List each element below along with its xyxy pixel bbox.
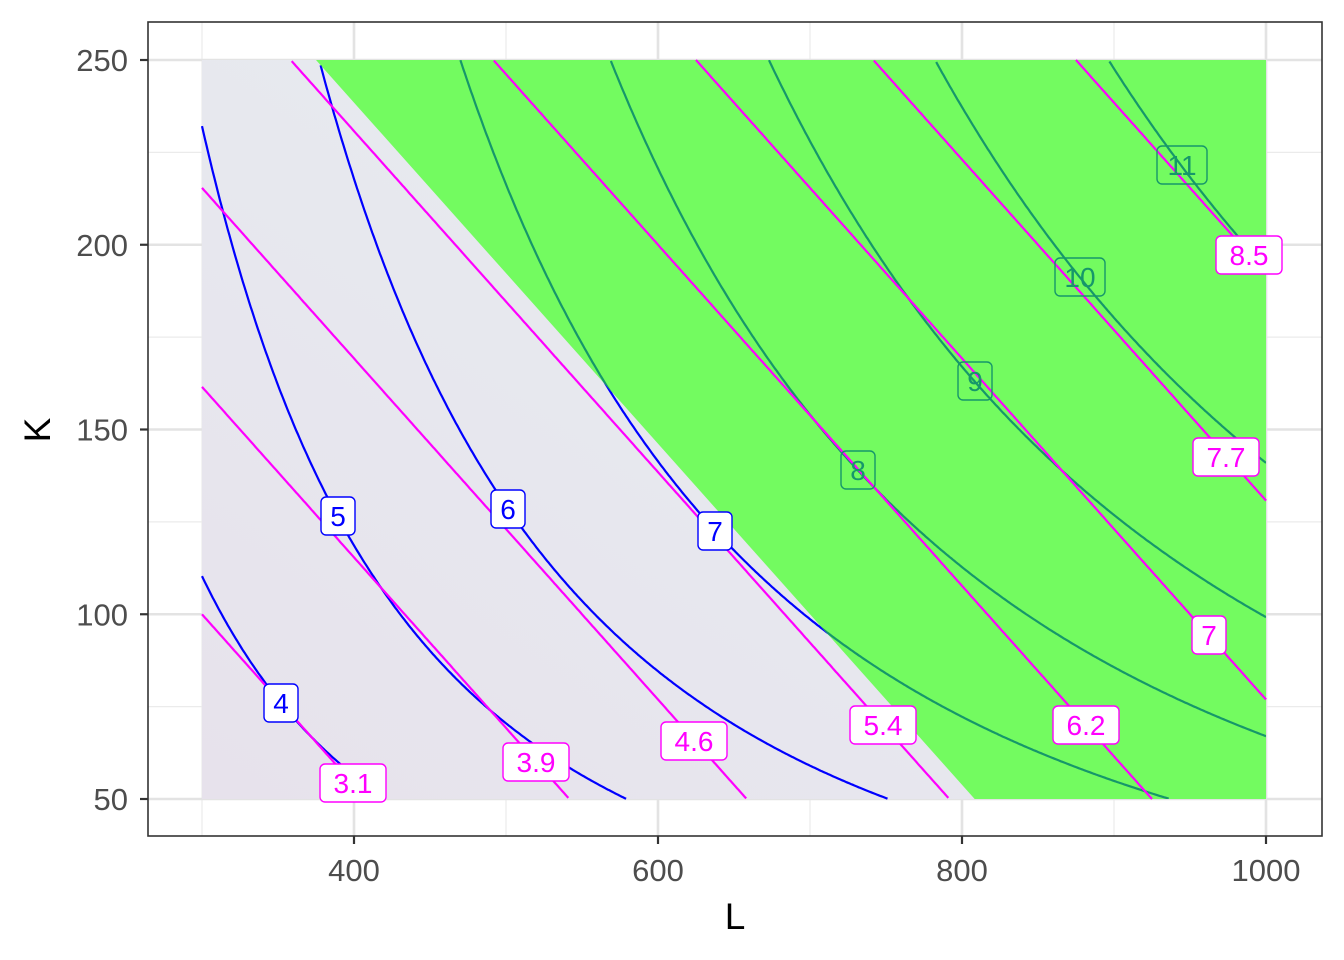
isoquant-label-6-box [490, 489, 526, 529]
cost-label-7.7-text: 7.7 [1207, 442, 1246, 473]
y-axis-title: K [17, 417, 58, 442]
isoquant-label-5-box [320, 496, 356, 536]
y-tick-label: 100 [76, 597, 128, 632]
cost-label-3.9-box [502, 742, 570, 782]
cost-label-5.4-box [849, 705, 917, 745]
cost-label-4.6-box [660, 721, 728, 761]
cost-label-3.9: 3.9 [502, 742, 570, 782]
x-tick-label: 400 [328, 853, 380, 888]
isoquant-label-4-text: 4 [273, 688, 289, 719]
isoquant-label-7-box [697, 511, 733, 551]
x-axis-title: L [725, 896, 746, 937]
isoquant-line-9-shaded [768, 60, 1266, 619]
cost-label-7-box [1191, 615, 1227, 655]
isoquant-label-4: 4 [263, 683, 299, 723]
axes: 400 600 800 1000 50 100 150 200 250 [76, 43, 1300, 888]
cost-label-8.5-box [1215, 235, 1283, 275]
y-tick-label: 200 [76, 228, 128, 263]
isoquant-label-6-text: 6 [500, 494, 516, 525]
x-tick-label: 1000 [1232, 853, 1301, 888]
isoquant-line-8-shaded [609, 60, 1266, 738]
isoquant-label-7-text: 7 [707, 516, 723, 547]
cost-label-8.5-text: 8.5 [1230, 240, 1269, 271]
isoquant-label-9-text: 9 [967, 366, 983, 397]
isoquant-label-7: 7 [697, 511, 733, 551]
y-tick-label: 150 [76, 413, 128, 448]
isoquant-label-6: 6 [490, 489, 526, 529]
cost-label-7.7-box [1192, 437, 1260, 477]
isoquant-label-5: 5 [320, 496, 356, 536]
cost-label-3.1-text: 3.1 [334, 768, 373, 799]
contour-labels: 4 5 6 7 8 9 10 11 3.1 3.9 4.6 5.4 6.2 7 7.7 8.5 [263, 145, 1283, 803]
isoquant-label-5-text: 5 [330, 501, 346, 532]
contour-lines [200, 59, 1267, 800]
cost-label-6.2-box [1052, 705, 1120, 745]
cost-label-4.6-text: 4.6 [675, 726, 714, 757]
cost-line-3.9 [201, 386, 570, 799]
isoquant-label-11-box [1156, 145, 1208, 185]
x-tick-label: 600 [632, 853, 684, 888]
cost-line-7 [695, 59, 1267, 701]
isoquant-label-10: 10 [1054, 257, 1106, 297]
cost-label-3.9-text: 3.9 [517, 747, 556, 778]
cost-line-7.7 [872, 59, 1267, 502]
isoquant-label-8: 8 [840, 450, 876, 490]
cost-label-7.7: 7.7 [1192, 437, 1260, 477]
cost-label-4.6: 4.6 [660, 721, 728, 761]
cost-line-6.2 [492, 59, 1153, 800]
isoquant-label-4-box [263, 683, 299, 723]
cost-line-5.4 [290, 60, 950, 799]
y-tick-label: 50 [94, 782, 128, 817]
isoquant-label-10-text: 10 [1064, 262, 1095, 293]
cost-label-8.5: 8.5 [1215, 235, 1283, 275]
isoquant-label-9: 9 [957, 361, 993, 401]
x-tick-label: 800 [936, 853, 988, 888]
cost-label-7: 7 [1191, 615, 1227, 655]
cost-label-3.1-box [319, 763, 387, 803]
isoquant-label-11-text: 11 [1167, 150, 1196, 181]
cost-label-7-text: 7 [1201, 620, 1217, 651]
isoquant-line-10-shaded [935, 61, 1266, 464]
cost-label-5.4: 5.4 [849, 705, 917, 745]
isoquant-label-10-box [1054, 257, 1106, 297]
isoquant-label-11: 11 [1156, 145, 1208, 185]
shaded-region [316, 60, 1266, 799]
cost-label-6.2: 6.2 [1052, 705, 1120, 745]
cost-label-3.1: 3.1 [319, 763, 387, 803]
isoquant-label-9-box [957, 361, 993, 401]
isoquant-line-6 [319, 65, 888, 800]
isoquant-label-8-box [840, 450, 876, 490]
isoquant-label-8-text: 8 [850, 455, 866, 486]
cost-line-4.6 [201, 187, 748, 800]
cost-label-6.2-text: 6.2 [1067, 710, 1106, 741]
y-tick-label: 250 [76, 43, 128, 78]
cost-label-5.4-text: 5.4 [864, 710, 903, 741]
